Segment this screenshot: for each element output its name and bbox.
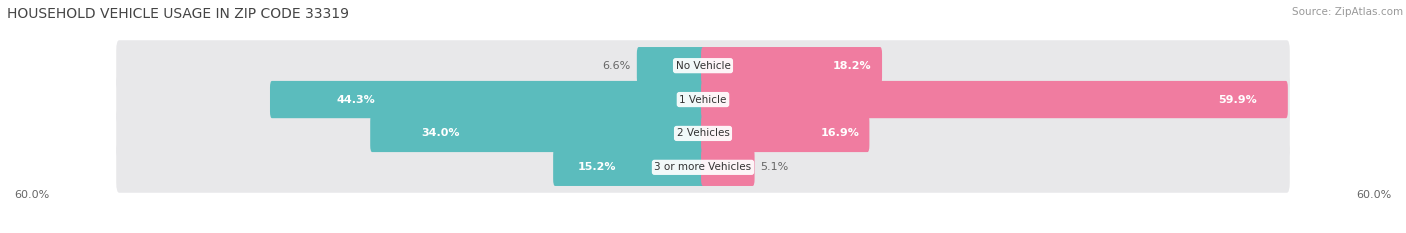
Text: 6.6%: 6.6% (603, 61, 631, 71)
FancyBboxPatch shape (702, 149, 755, 186)
Text: 44.3%: 44.3% (336, 95, 375, 105)
FancyBboxPatch shape (270, 81, 704, 118)
Text: 60.0%: 60.0% (1357, 190, 1392, 200)
FancyBboxPatch shape (370, 115, 704, 152)
FancyBboxPatch shape (117, 40, 1289, 91)
FancyBboxPatch shape (117, 142, 1289, 193)
FancyBboxPatch shape (637, 47, 704, 84)
FancyBboxPatch shape (117, 108, 1289, 159)
Text: 15.2%: 15.2% (578, 162, 616, 172)
Text: 1 Vehicle: 1 Vehicle (679, 95, 727, 105)
Text: 5.1%: 5.1% (761, 162, 789, 172)
FancyBboxPatch shape (117, 74, 1289, 125)
Text: Source: ZipAtlas.com: Source: ZipAtlas.com (1292, 7, 1403, 17)
Text: 60.0%: 60.0% (14, 190, 49, 200)
FancyBboxPatch shape (702, 81, 1288, 118)
Text: 59.9%: 59.9% (1218, 95, 1257, 105)
Text: No Vehicle: No Vehicle (675, 61, 731, 71)
Text: 3 or more Vehicles: 3 or more Vehicles (654, 162, 752, 172)
FancyBboxPatch shape (702, 47, 882, 84)
Text: 34.0%: 34.0% (422, 128, 460, 138)
Text: 18.2%: 18.2% (832, 61, 872, 71)
Text: 2 Vehicles: 2 Vehicles (676, 128, 730, 138)
Text: HOUSEHOLD VEHICLE USAGE IN ZIP CODE 33319: HOUSEHOLD VEHICLE USAGE IN ZIP CODE 3331… (7, 7, 349, 21)
FancyBboxPatch shape (702, 115, 869, 152)
Text: 16.9%: 16.9% (820, 128, 859, 138)
FancyBboxPatch shape (553, 149, 704, 186)
